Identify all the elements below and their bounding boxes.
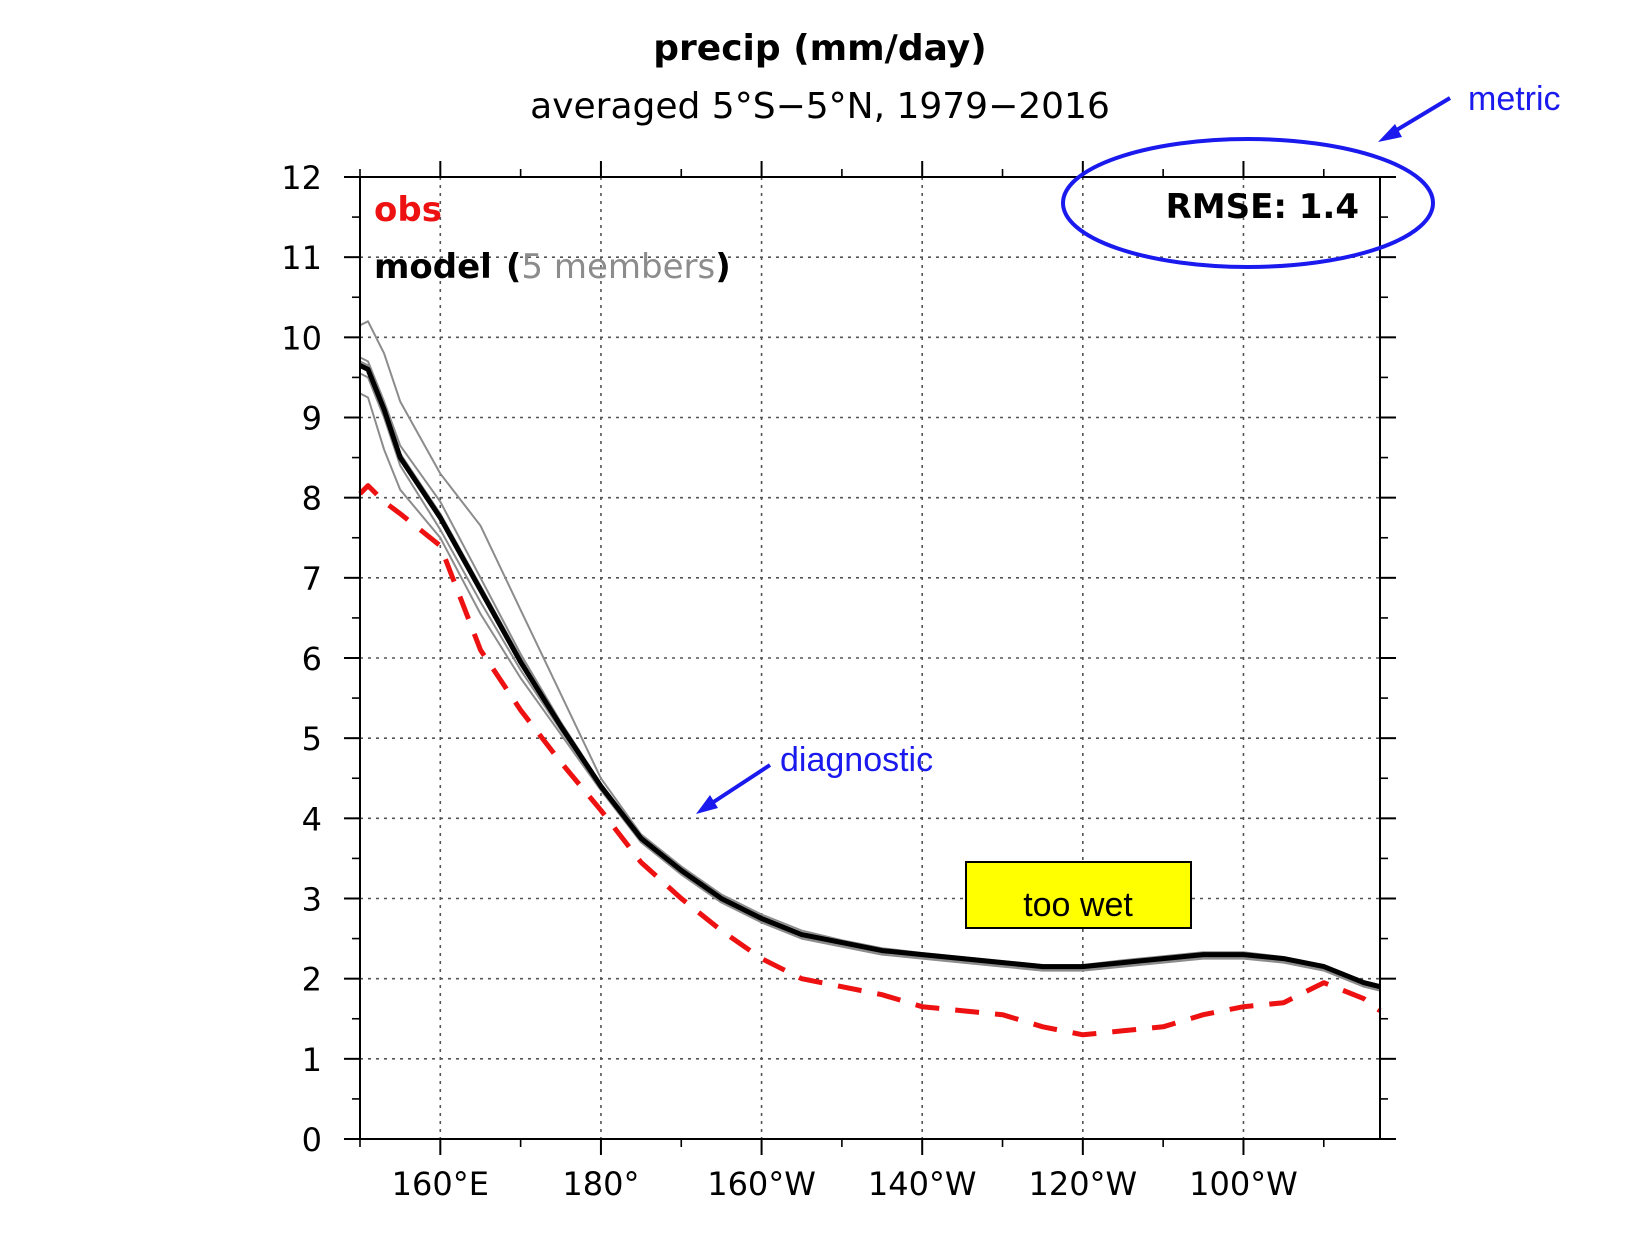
y-tick-label: 2	[302, 961, 322, 999]
too-wet-box	[965, 861, 1192, 929]
x-tick-label: 100°W	[1189, 1165, 1298, 1203]
y-tick-label: 12	[281, 159, 322, 197]
rmse-value: RMSE: 1.4	[1166, 187, 1359, 227]
x-tick-label: 120°W	[1028, 1165, 1137, 1203]
x-tick-label: 160°E	[392, 1165, 489, 1203]
legend-obs-label: obs	[374, 190, 442, 230]
legend-model-entry: model (5 members)	[374, 247, 731, 287]
y-tick-label: 8	[302, 480, 322, 518]
x-tick-labels: 160°E 180° 160°W 140°W 120°W 100°W	[392, 1165, 1298, 1203]
metric-annotation: metric	[1468, 80, 1561, 118]
series-line-model	[358, 363, 1381, 990]
y-tick-label: 9	[302, 400, 322, 438]
series-line-member-4	[359, 392, 1381, 992]
metric-arrow-head	[1378, 124, 1402, 142]
legend-paren-close: )	[715, 247, 731, 287]
legend-paren-open: (	[506, 247, 522, 287]
chart-subtitle: averaged 5°S−5°N, 1979−2016	[530, 86, 1110, 127]
series-lines	[358, 320, 1382, 1038]
diagnostic-arrow-head	[696, 795, 718, 814]
y-tick-label: 3	[302, 881, 322, 919]
y-tick-label: 7	[302, 560, 322, 598]
metric-arrow-shaft	[1388, 96, 1452, 136]
series-line-member-3	[359, 372, 1381, 991]
y-tick-label: 11	[281, 239, 322, 277]
x-tick-label: 160°W	[707, 1165, 816, 1203]
y-tick-label: 5	[302, 720, 322, 758]
y-tick-label: 1	[302, 1041, 322, 1079]
too-wet-label: too wet	[1023, 886, 1133, 924]
x-tick-label: 180°	[562, 1165, 639, 1203]
series-line-member-5	[359, 360, 1381, 988]
legend-members-label: 5 members	[521, 247, 715, 287]
legend-model-label: model	[374, 247, 492, 287]
diagnostic-arrow-shaft	[710, 763, 772, 805]
y-tick-label: 0	[302, 1121, 322, 1159]
series-line-obs	[358, 483, 1382, 1038]
x-tick-label: 140°W	[868, 1165, 977, 1203]
diagnostic-annotation: diagnostic	[780, 741, 933, 779]
axis-ticks	[344, 161, 1396, 1155]
y-tick-label: 10	[281, 319, 322, 357]
grid-lines	[360, 177, 1380, 1139]
chart-title: precip (mm/day)	[653, 28, 986, 69]
y-tick-label: 6	[302, 640, 322, 678]
series-line-member-2	[359, 356, 1381, 987]
y-tick-label: 4	[302, 800, 322, 838]
metric-ellipse	[1061, 137, 1435, 269]
